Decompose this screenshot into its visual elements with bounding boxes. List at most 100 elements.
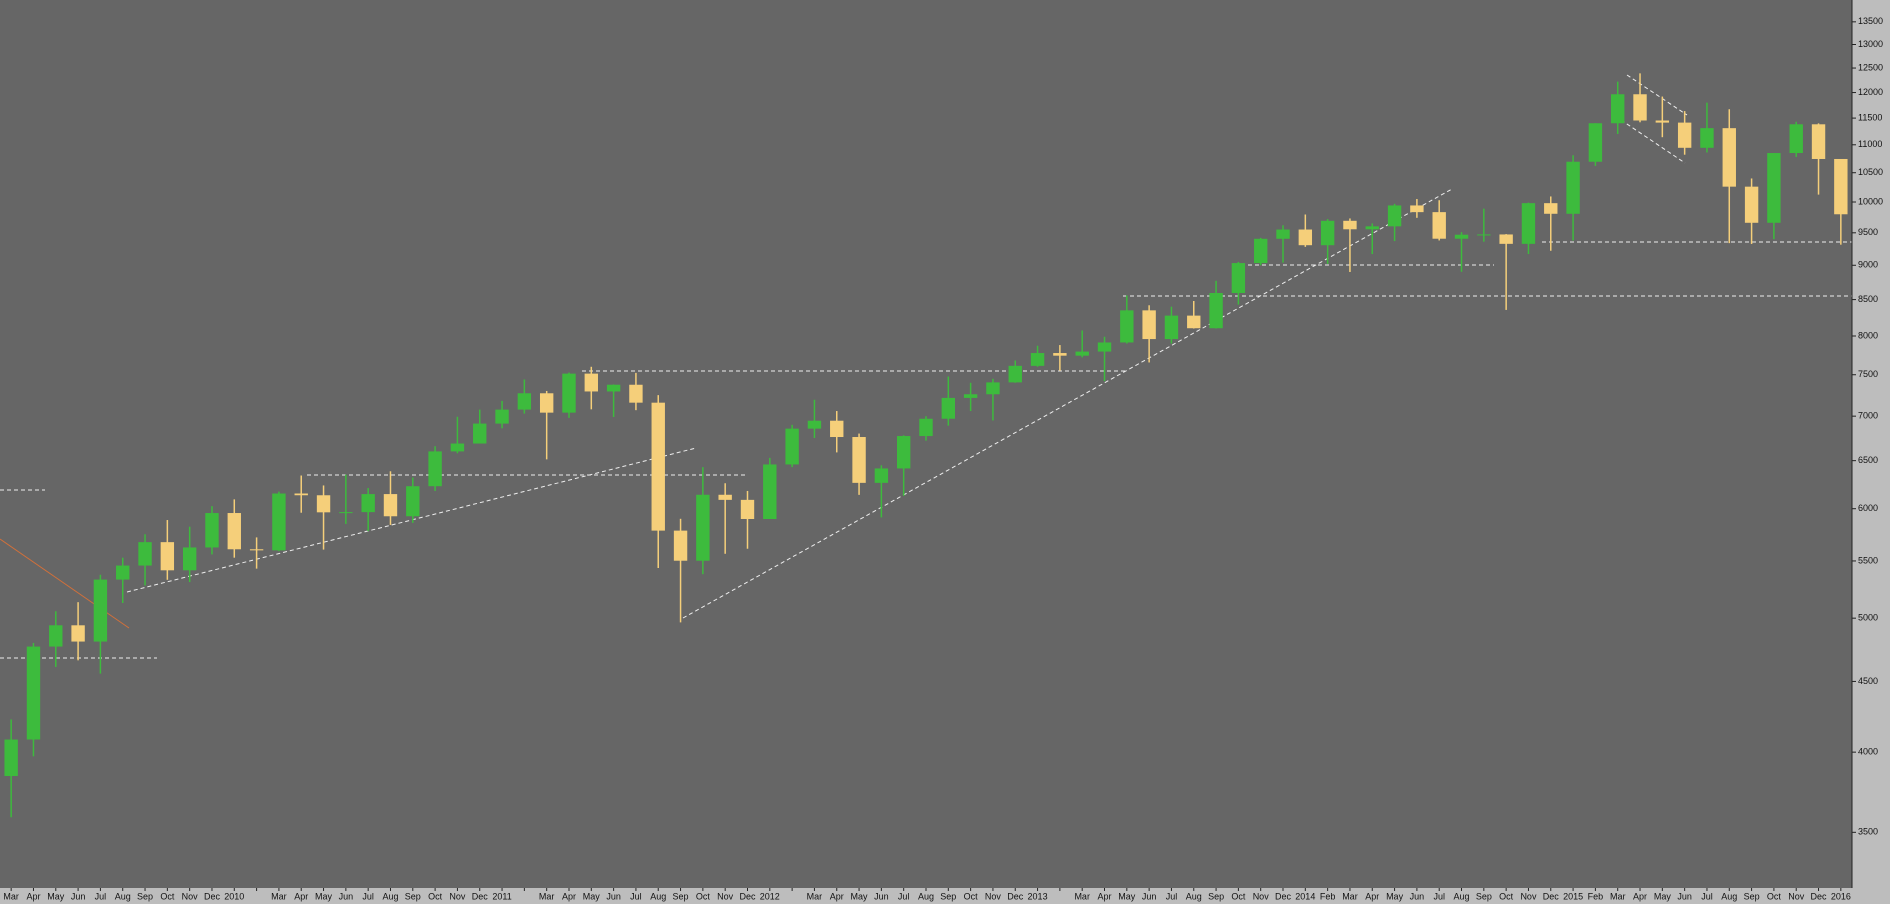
- x-tick-label: May: [1118, 891, 1136, 901]
- candle-body: [852, 437, 866, 483]
- candle-body: [539, 393, 554, 413]
- candle-body: [1767, 153, 1781, 223]
- x-tick-label: May: [1386, 891, 1404, 901]
- x-tick-label: Feb: [1320, 891, 1336, 901]
- x-tick-label: Dec: [204, 891, 221, 901]
- candle-body: [1030, 353, 1045, 366]
- candle-body: [116, 565, 130, 580]
- x-tick-label: Apr: [26, 891, 40, 901]
- candle-body: [1789, 124, 1803, 154]
- candle-body: [1655, 120, 1670, 123]
- y-tick-label: 6500: [1858, 455, 1878, 465]
- candle-body: [1120, 310, 1134, 343]
- x-tick-label: 2015: [1563, 891, 1583, 901]
- candle-body: [26, 646, 41, 740]
- candle-body: [696, 494, 710, 561]
- candle-body: [763, 464, 777, 520]
- candle-body: [1343, 220, 1357, 230]
- y-tick-label: 11500: [1858, 112, 1882, 122]
- x-tick-label: Jul: [1166, 891, 1178, 901]
- x-tick-label: Nov: [1253, 891, 1270, 901]
- y-tick-label: 9000: [1858, 260, 1878, 270]
- y-tick-label: 5500: [1858, 555, 1878, 565]
- x-tick-label: May: [851, 891, 869, 901]
- candle-body: [963, 394, 978, 398]
- candle-body: [1387, 205, 1402, 227]
- x-tick-label: Jun: [1410, 891, 1425, 901]
- candle-body: [1231, 263, 1246, 293]
- x-tick-label: Mar: [3, 891, 19, 901]
- candle-body: [1432, 212, 1446, 239]
- candle-body: [1611, 94, 1625, 124]
- x-tick-label: Mar: [1342, 891, 1358, 901]
- x-tick-label: Apr: [294, 891, 308, 901]
- candle-body: [138, 542, 152, 566]
- x-tick-label: Apr: [562, 891, 576, 901]
- plot-area: [0, 0, 1852, 888]
- candle-body: [361, 494, 375, 513]
- trend-lines: [0, 74, 1852, 659]
- candle-body: [919, 418, 933, 437]
- candle-body: [830, 420, 844, 438]
- x-tick-label: Nov: [1520, 891, 1537, 901]
- candle-body: [874, 468, 889, 483]
- candle-body: [1365, 226, 1379, 230]
- x-tick-label: Jun: [339, 891, 354, 901]
- candle-body: [1700, 128, 1714, 148]
- y-tick-label: 12500: [1858, 62, 1883, 72]
- candle-body: [1677, 122, 1692, 148]
- candle-body: [294, 493, 308, 496]
- y-tick-label: 5000: [1858, 613, 1878, 623]
- x-tick-label: Nov: [1788, 891, 1805, 901]
- x-tick-label: Jul: [898, 891, 910, 901]
- x-tick-label: Aug: [650, 891, 666, 901]
- x-tick-label: Jun: [874, 891, 889, 901]
- candle-body: [1254, 238, 1268, 264]
- x-tick-label: Nov: [449, 891, 466, 901]
- candle-body: [1566, 161, 1580, 214]
- candle-body: [495, 409, 509, 424]
- candle-body: [1187, 315, 1201, 329]
- x-tick-label: Sep: [405, 891, 421, 901]
- x-tick-label: Oct: [428, 891, 443, 901]
- x-tick-label: Jul: [95, 891, 107, 901]
- x-tick-label: Sep: [940, 891, 956, 901]
- candle-body: [1633, 94, 1647, 121]
- candle-body: [1410, 205, 1424, 213]
- x-tick-label: Apr: [1097, 891, 1111, 901]
- x-tick-label: Dec: [1543, 891, 1560, 901]
- y-tick-label: 13000: [1858, 39, 1883, 49]
- x-tick-label: 2014: [1295, 891, 1315, 901]
- candle-body: [182, 547, 197, 571]
- x-tick-label: 2012: [760, 891, 780, 901]
- x-tick-label: Aug: [1454, 891, 1470, 901]
- x-tick-label: Jul: [1701, 891, 1713, 901]
- x-tick-label: 2013: [1028, 891, 1048, 901]
- x-tick-label: Oct: [1767, 891, 1782, 901]
- x-tick-label: Mar: [1074, 891, 1090, 901]
- candle-body: [986, 382, 1000, 395]
- x-tick-label: 2010: [224, 891, 244, 901]
- candle-body: [584, 373, 598, 392]
- candle-body: [71, 625, 85, 642]
- x-tick-label: Oct: [964, 891, 979, 901]
- x-axis-strip: [0, 888, 1890, 904]
- x-tick-label: Jul: [1433, 891, 1445, 901]
- x-tick-label: May: [47, 891, 65, 901]
- candle-body: [227, 513, 241, 550]
- y-tick-label: 10500: [1858, 167, 1883, 177]
- x-tick-label: Aug: [918, 891, 934, 901]
- candle-body: [1209, 292, 1223, 329]
- candle-body: [718, 494, 732, 500]
- candle-body: [205, 513, 219, 548]
- candle-body: [1298, 229, 1313, 246]
- candle-body: [1722, 128, 1736, 187]
- candle-body: [1097, 342, 1112, 352]
- x-tick-label: Jun: [71, 891, 86, 901]
- y-tick-label: 9500: [1858, 227, 1878, 237]
- candle-body: [1075, 351, 1089, 356]
- x-tick-label: Nov: [985, 891, 1002, 901]
- x-tick-label: May: [1654, 891, 1672, 901]
- x-tick-label: Apr: [1633, 891, 1647, 901]
